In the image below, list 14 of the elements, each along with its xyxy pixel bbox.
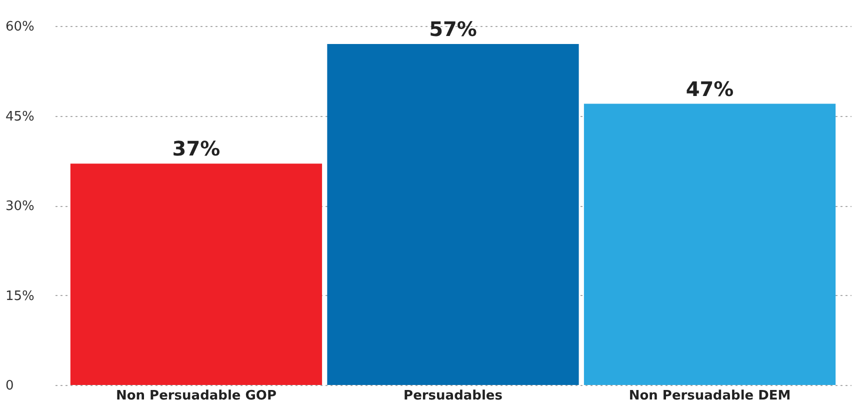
y-tick-label: 0: [6, 378, 14, 394]
y-tick-label: 45%: [6, 109, 34, 124]
data-label: 47%: [686, 76, 734, 101]
x-tick-label: Persuadables: [404, 388, 503, 404]
y-tick-label: 60%: [6, 20, 34, 34]
y-tick-label: 30%: [6, 199, 34, 214]
data-label: 57%: [429, 16, 477, 41]
data-label: 37%: [172, 136, 220, 161]
x-tick-label: Non Persuadable GOP: [116, 388, 276, 404]
x-tick-label: Non Persuadable DEM: [628, 388, 791, 404]
bar: [70, 164, 322, 385]
bar: [584, 104, 836, 385]
bar: [327, 44, 579, 385]
y-tick-label: 15%: [6, 288, 34, 304]
